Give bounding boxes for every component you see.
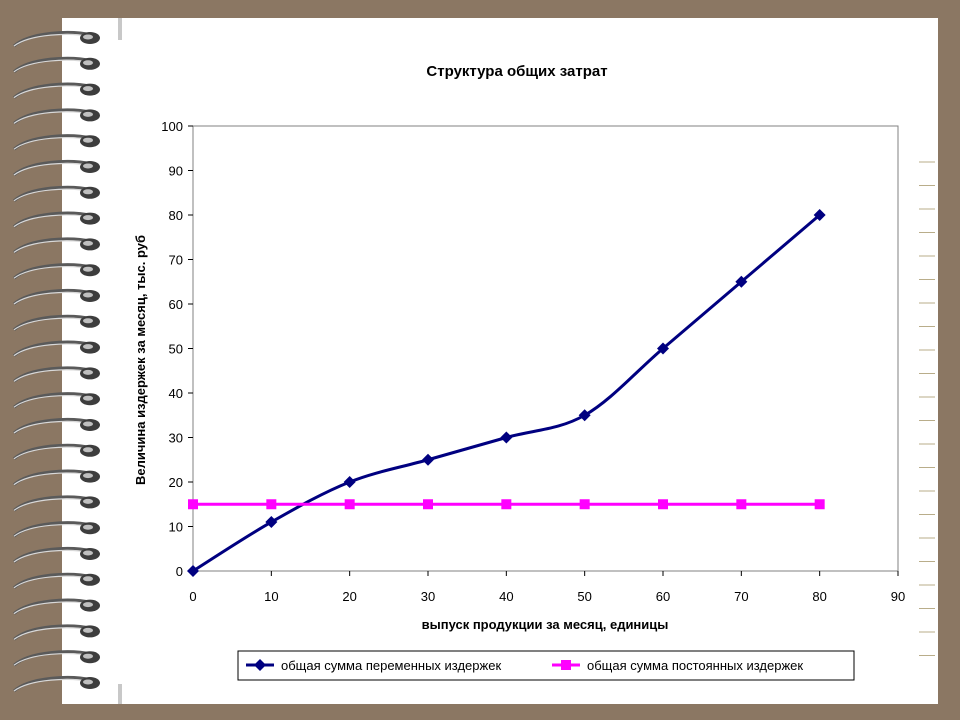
y-tick-label: 30 — [169, 431, 183, 446]
x-tick-label: 80 — [812, 589, 826, 604]
spiral-hole-shine — [83, 395, 93, 401]
y-tick-label: 0 — [176, 564, 183, 579]
y-tick-label: 100 — [161, 119, 183, 134]
spiral-hole-shine — [83, 34, 93, 40]
y-tick-label: 70 — [169, 253, 183, 268]
spiral-hole-shine — [83, 318, 93, 324]
x-tick-label: 30 — [421, 589, 435, 604]
spiral-hole-shine — [83, 344, 93, 350]
data-point-square — [736, 499, 747, 510]
x-axis-label: выпуск продукции за месяц, единицы — [422, 617, 669, 632]
x-tick-label: 70 — [734, 589, 748, 604]
x-tick-label: 50 — [577, 589, 591, 604]
data-point-diamond — [813, 209, 826, 221]
data-point-diamond — [578, 409, 591, 422]
legend — [237, 650, 855, 681]
spiral-hole-shine — [83, 189, 93, 195]
x-axis: 0 10 20 30 40 50 60 70 80 90 — [189, 571, 905, 604]
spiral-hole-shine — [83, 137, 93, 143]
page-shadow-bottom — [118, 684, 122, 704]
data-point-diamond — [735, 275, 748, 288]
legend-marker-fixed — [561, 660, 571, 670]
spiral-hole-shine — [83, 576, 93, 582]
y-tick-label: 90 — [169, 164, 183, 179]
y-axis: 0 10 20 30 40 50 60 70 80 90 100 — [161, 119, 193, 579]
spiral-hole-shine — [83, 627, 93, 633]
y-tick-label: 40 — [169, 386, 183, 401]
spiral-hole-shine — [83, 266, 93, 272]
y-tick-label: 10 — [169, 520, 183, 535]
data-point-square — [579, 499, 590, 510]
spiral-hole-shine — [83, 111, 93, 117]
spiral-binding — [13, 31, 100, 693]
spiral-hole-shine — [83, 86, 93, 92]
y-tick-label: 80 — [169, 208, 183, 223]
x-tick-label: 40 — [499, 589, 513, 604]
spiral-hole-shine — [83, 653, 93, 659]
data-point-square — [188, 499, 198, 510]
page-rule-lines — [919, 161, 935, 656]
spiral-hole-shine — [83, 602, 93, 608]
data-point-square — [658, 499, 668, 510]
x-tick-label: 0 — [189, 589, 196, 604]
data-point-diamond — [657, 342, 669, 355]
data-point-square — [344, 499, 355, 510]
spiral-hole-shine — [83, 524, 93, 530]
spiral-hole-shine — [83, 447, 93, 453]
spiral-hole-shine — [83, 215, 93, 221]
chart-title: Структура общих затрат — [426, 63, 607, 80]
data-point-diamond — [343, 476, 356, 488]
x-tick-label: 90 — [891, 589, 905, 604]
data-point-square — [266, 499, 277, 510]
spiral-hole-shine — [83, 421, 93, 427]
legend-label-fixed: общая сумма постоянных издержек — [587, 658, 803, 673]
data-point-square — [423, 499, 433, 510]
data-point-diamond — [187, 565, 199, 577]
legend-marker-variable — [254, 659, 266, 671]
spiral-hole-shine — [83, 369, 93, 375]
spiral-hole-shine — [83, 292, 93, 298]
legend-label-variable: общая сумма переменных издержек — [281, 658, 501, 673]
y-axis-label: Величина издержек за месяц, тыс. руб — [133, 235, 148, 485]
spiral-hole-shine — [83, 473, 93, 479]
plot-area — [192, 125, 899, 572]
spiral-hole-shine — [83, 163, 93, 169]
x-tick-label: 10 — [264, 589, 278, 604]
series-layer — [187, 209, 826, 577]
spiral-hole-shine — [83, 498, 93, 504]
data-point-diamond — [422, 453, 434, 466]
spiral-hole-shine — [83, 240, 93, 246]
data-point-diamond — [265, 516, 278, 529]
y-tick-label: 60 — [169, 297, 183, 312]
data-point-square — [814, 499, 825, 510]
data-point-diamond — [500, 431, 513, 444]
y-tick-label: 20 — [169, 475, 183, 490]
data-point-square — [501, 499, 512, 510]
spiral-hole-shine — [83, 60, 93, 66]
spiral-hole-shine — [83, 679, 93, 685]
y-tick-label: 50 — [169, 342, 183, 357]
page-shadow-top — [118, 18, 122, 40]
spiral-hole-shine — [83, 550, 93, 556]
x-tick-label: 20 — [342, 589, 356, 604]
x-tick-label: 60 — [656, 589, 670, 604]
